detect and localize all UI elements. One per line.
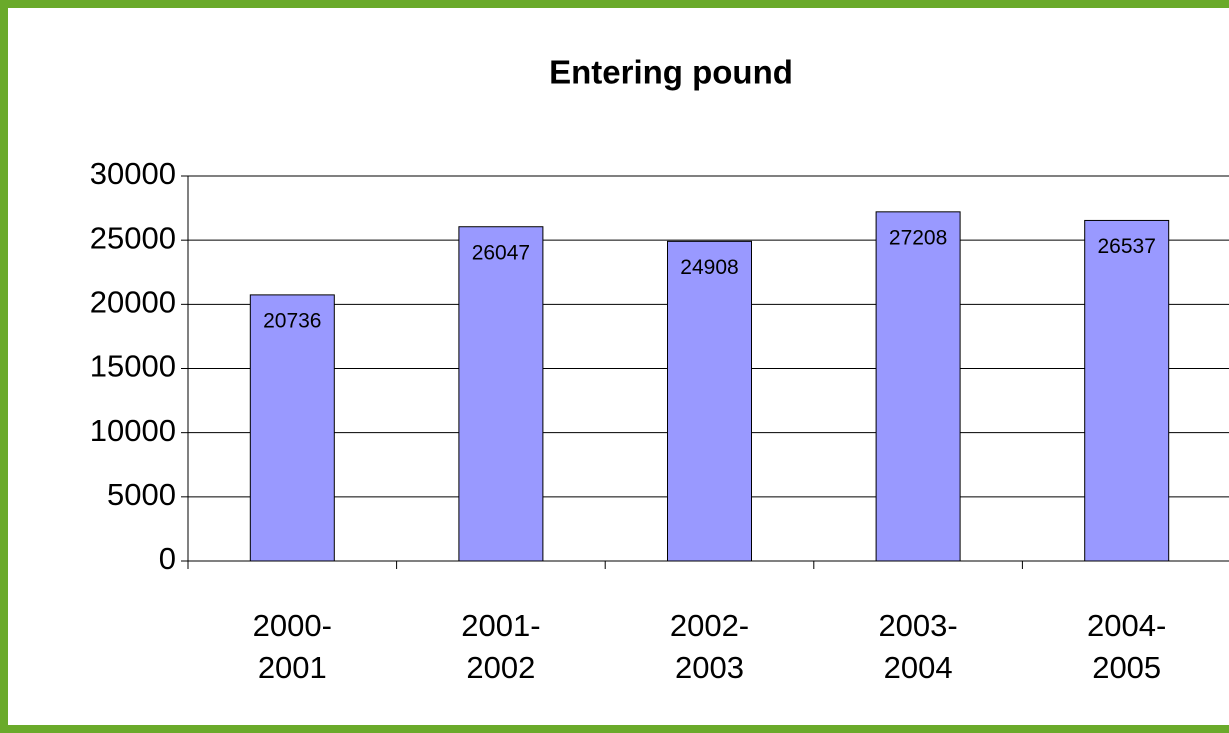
x-tick-label: 2002-2003 <box>669 608 750 685</box>
data-label: 24908 <box>680 256 738 279</box>
y-tick-label: 15000 <box>90 349 176 384</box>
y-tick-label: 0 <box>159 541 176 576</box>
x-tick-label: 2000-2001 <box>252 608 332 685</box>
data-label: 20736 <box>263 309 321 332</box>
data-label: 26047 <box>472 241 530 264</box>
chart-area <box>8 8 1229 725</box>
y-tick-label: 10000 <box>90 413 176 448</box>
bar <box>249 294 335 562</box>
x-tick-label: 2004-2005 <box>1087 608 1167 685</box>
bar <box>1084 219 1170 562</box>
x-tick-label: 2001-2002 <box>461 608 541 685</box>
x-tick-label: 2003-2004 <box>878 608 958 685</box>
y-tick-label: 20000 <box>90 285 176 320</box>
bar <box>458 226 544 562</box>
bar <box>875 211 961 562</box>
chart-title: Entering pound <box>549 54 793 91</box>
y-tick-label: 30000 <box>90 156 176 191</box>
bar <box>667 240 752 562</box>
data-label: 27208 <box>889 226 947 249</box>
data-label: 26537 <box>1097 235 1155 258</box>
y-tick-label: 25000 <box>90 220 176 255</box>
y-tick-label: 5000 <box>107 477 176 512</box>
